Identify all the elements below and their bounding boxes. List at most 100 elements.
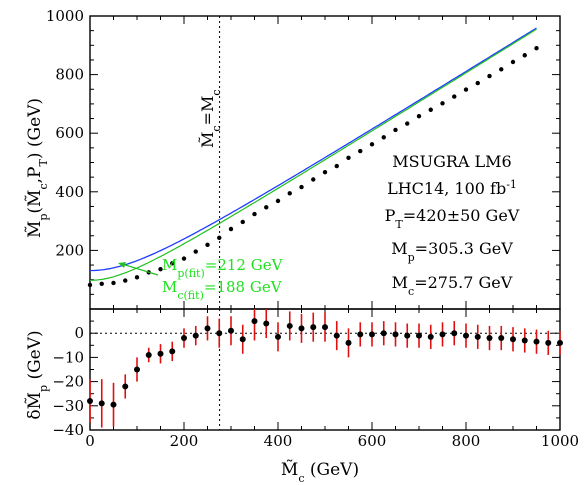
residual-point bbox=[158, 351, 164, 357]
data-point bbox=[182, 256, 186, 260]
annotation-mc: Mc=275.7 GeV bbox=[392, 273, 513, 298]
data-point bbox=[194, 249, 198, 253]
top-y-tick-label: 1000 bbox=[46, 7, 84, 25]
data-point bbox=[440, 101, 444, 105]
residual-point bbox=[287, 323, 293, 329]
data-point bbox=[323, 170, 327, 174]
data-point bbox=[229, 227, 233, 231]
data-point bbox=[487, 74, 491, 78]
residual-point bbox=[334, 333, 340, 339]
data-point bbox=[217, 236, 221, 240]
bottom-y-tick-label: −20 bbox=[52, 373, 84, 391]
y-axis-label-bottom: δM̃p (GeV) bbox=[25, 330, 50, 419]
top-y-tick-label: 800 bbox=[55, 66, 84, 84]
data-point bbox=[111, 281, 115, 285]
data-point bbox=[135, 275, 139, 279]
x-tick-label: 600 bbox=[358, 432, 387, 450]
data-point bbox=[241, 220, 245, 224]
x-tick-label: 1000 bbox=[541, 432, 579, 450]
residual-point bbox=[263, 321, 269, 327]
residual-point bbox=[428, 334, 434, 340]
data-point bbox=[88, 283, 92, 287]
bottom-panel: 0 200 400 600 800 1000 −40 −30 −20 −10 0 bbox=[52, 309, 579, 450]
residual-point bbox=[275, 334, 281, 340]
residual-point bbox=[416, 333, 422, 339]
residual-point bbox=[310, 324, 316, 330]
residual-point bbox=[463, 333, 469, 339]
data-point bbox=[346, 156, 350, 160]
residual-point bbox=[487, 335, 493, 341]
residual-point bbox=[393, 331, 399, 337]
annotation-model: MSUGRA LM6 bbox=[392, 152, 511, 171]
residual-point bbox=[299, 325, 305, 331]
y-axis-label-top: M̃p(M̃c,PT) (GeV) bbox=[25, 98, 50, 238]
data-point bbox=[311, 177, 315, 181]
data-point bbox=[476, 81, 480, 85]
residual-point bbox=[134, 367, 140, 373]
data-point bbox=[523, 53, 527, 57]
true-curve bbox=[90, 28, 537, 271]
residual-point bbox=[99, 400, 105, 406]
residual-point bbox=[357, 331, 363, 337]
data-point bbox=[205, 243, 209, 247]
residual-point bbox=[111, 402, 117, 408]
x-axis-label: M̃c (GeV) bbox=[281, 460, 359, 485]
x-tick-label: 200 bbox=[170, 432, 199, 450]
data-point bbox=[417, 114, 421, 118]
data-point bbox=[100, 282, 104, 286]
x-tick-label: 0 bbox=[85, 432, 95, 450]
fit-arrow bbox=[122, 264, 158, 275]
residual-point bbox=[475, 334, 481, 340]
residual-point bbox=[240, 336, 246, 342]
data-point bbox=[511, 60, 515, 64]
data-point bbox=[429, 108, 433, 112]
bottom-y-tick-label: −10 bbox=[52, 348, 84, 366]
residual-point bbox=[181, 335, 187, 341]
residual-point bbox=[169, 348, 175, 354]
residual-point bbox=[534, 339, 540, 345]
annotation-pt: PT=420±50 GeV bbox=[385, 206, 520, 231]
residual-point bbox=[87, 398, 93, 404]
x-tick-label: 400 bbox=[264, 432, 293, 450]
residual-point bbox=[510, 336, 516, 342]
residual-point bbox=[122, 383, 128, 389]
data-point bbox=[123, 278, 127, 282]
data-point bbox=[464, 87, 468, 91]
residual-point bbox=[557, 340, 563, 346]
residual-point bbox=[451, 330, 457, 336]
data-point bbox=[452, 94, 456, 98]
residual-point bbox=[545, 340, 551, 346]
x-tick-label: 800 bbox=[452, 432, 481, 450]
data-point bbox=[370, 142, 374, 146]
fit-label-mc: Mc(fit)=188 GeV bbox=[162, 278, 283, 302]
residual-point bbox=[404, 333, 410, 339]
annotation-luminosity: LHC14, 100 fb-1 bbox=[387, 178, 517, 199]
data-point bbox=[276, 199, 280, 203]
residual-point bbox=[205, 325, 211, 331]
residual-point bbox=[322, 324, 328, 330]
residual-point bbox=[440, 331, 446, 337]
data-point bbox=[335, 164, 339, 168]
fit-label-mp: Mp(fit)=212 GeV bbox=[162, 256, 284, 280]
residual-point bbox=[346, 340, 352, 346]
data-point bbox=[499, 67, 503, 71]
data-point bbox=[264, 205, 268, 209]
annotation-mp: Mp=305.3 GeV bbox=[391, 239, 513, 264]
data-point bbox=[405, 121, 409, 125]
top-y-tick-label: 600 bbox=[55, 124, 84, 142]
top-y-tick-label: 200 bbox=[55, 241, 84, 259]
data-point bbox=[393, 128, 397, 132]
bottom-y-tick-label: 0 bbox=[74, 324, 84, 342]
data-point bbox=[299, 185, 303, 189]
data-point bbox=[358, 149, 362, 153]
residual-point bbox=[216, 330, 222, 336]
residual-point bbox=[228, 328, 234, 334]
residual-point bbox=[369, 331, 375, 337]
data-point bbox=[288, 191, 292, 195]
residual-point bbox=[381, 330, 387, 336]
bottom-y-tick-label: −30 bbox=[52, 397, 84, 415]
data-point bbox=[534, 46, 538, 50]
bottom-y-tick-label: −40 bbox=[52, 421, 84, 439]
residual-point bbox=[252, 318, 258, 324]
